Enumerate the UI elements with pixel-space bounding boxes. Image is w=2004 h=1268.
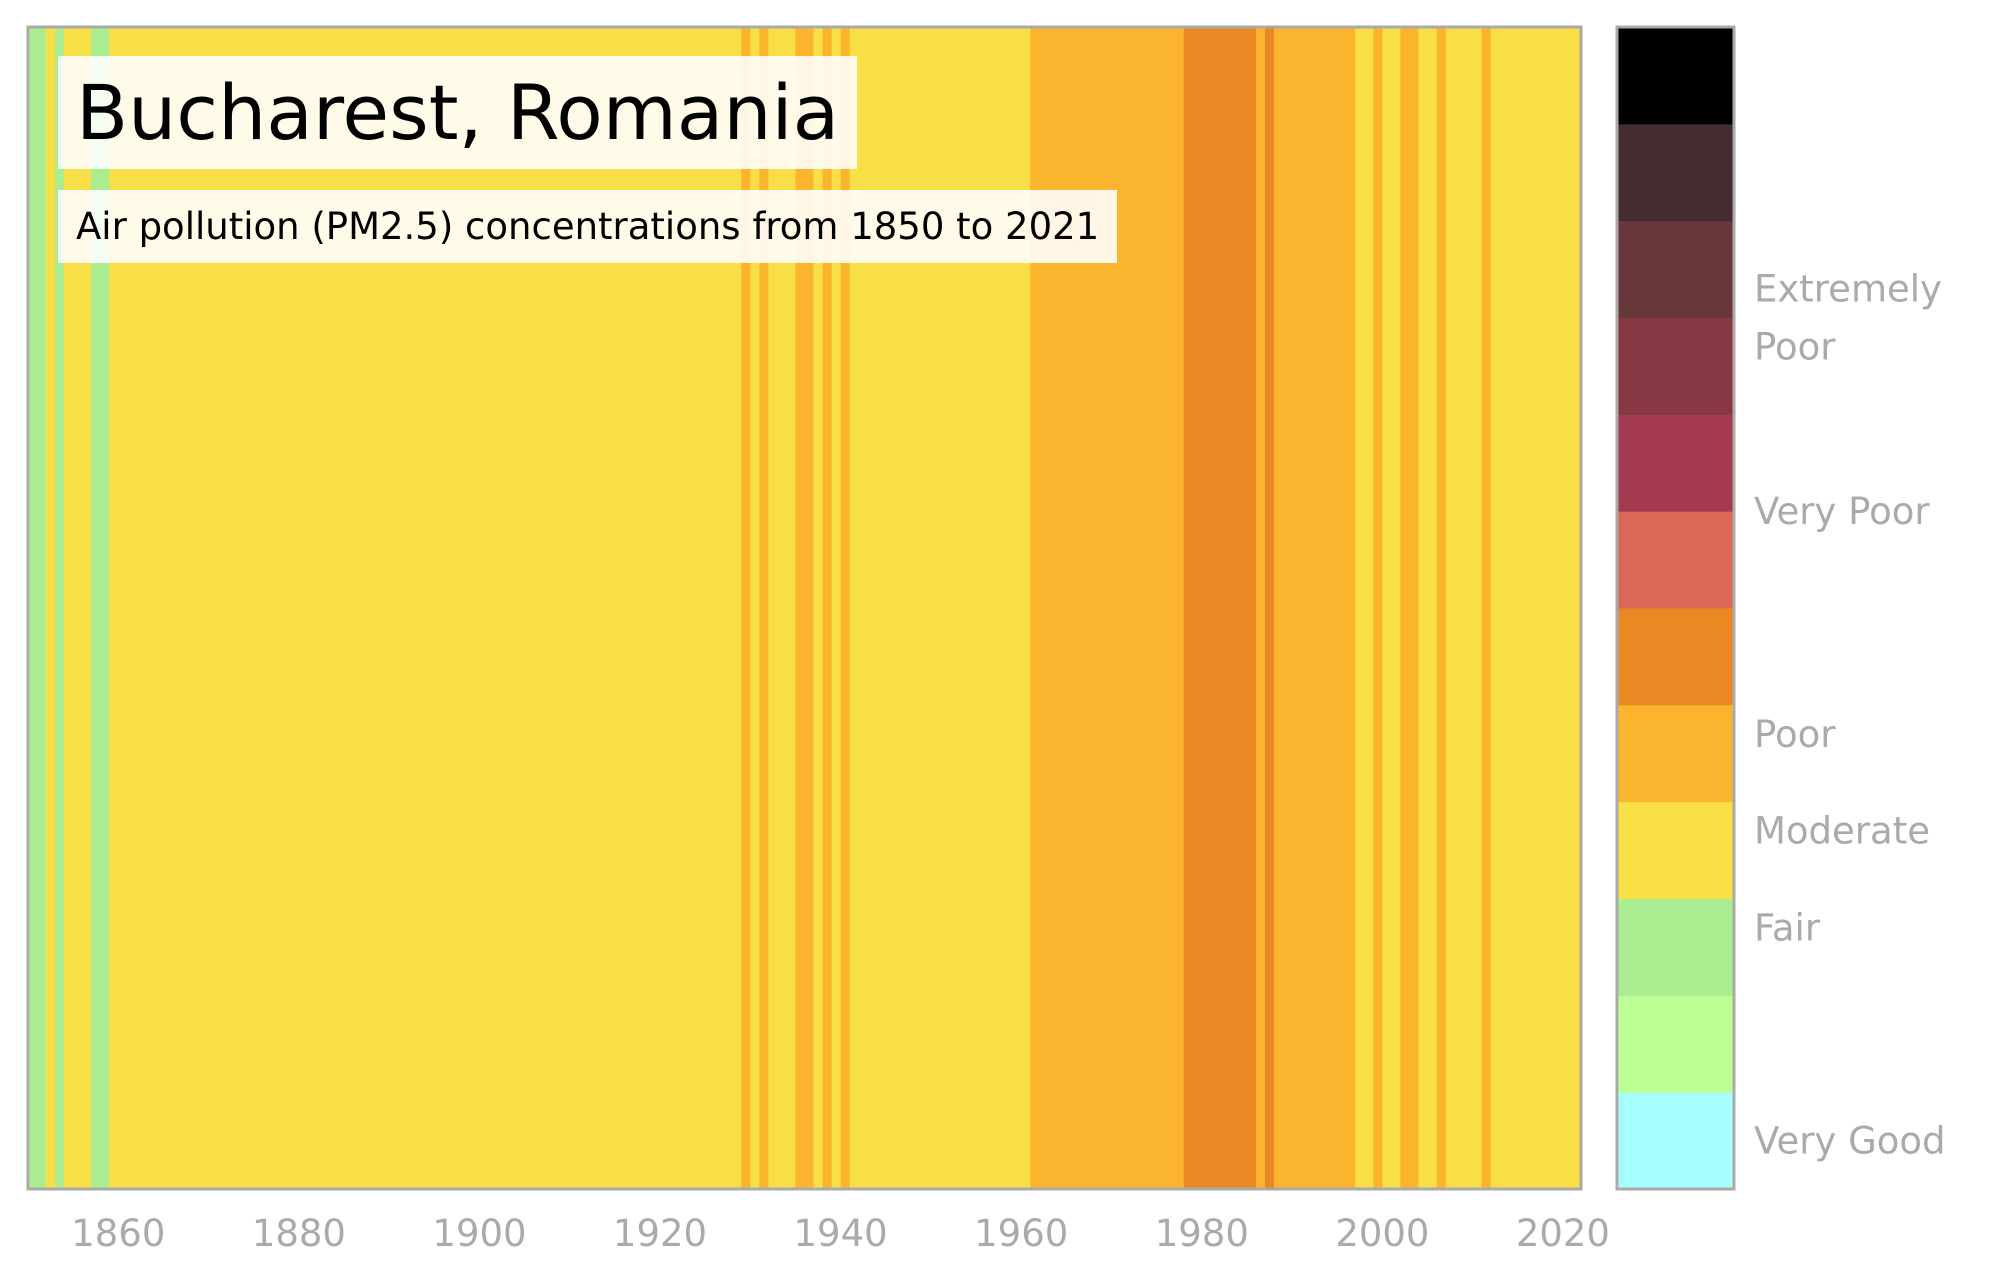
x-tick-label: 2020 [1516,1212,1610,1255]
stripe-1987 [1264,27,1275,1189]
stripe-1988 [1274,27,1356,1189]
stripe-1930 [750,27,760,1189]
stripe-1929 [741,27,751,1189]
colorbar-swatch [1617,414,1734,512]
stripe-2000 [1382,27,1402,1189]
x-tick-label: 1920 [613,1212,707,1255]
colorbar-swatch [1617,1092,1734,1190]
colorbar-label: Poor [1754,713,1836,756]
colorbar-swatch [1617,511,1734,609]
stripe-2012 [1490,27,1582,1189]
colorbar-swatch [1617,801,1734,899]
colorbar-swatch [1617,608,1734,706]
colorbar-swatch [1617,995,1734,1093]
stripe-2006 [1436,27,1447,1189]
x-tick-label: 1880 [252,1212,346,1255]
colorbar-label: Very Good [1754,1120,1946,1163]
colorbar-frame [1615,25,1736,1191]
stripe-2011 [1481,27,1492,1189]
colorbar-label: Fair [1754,907,1821,950]
stripes-plot [28,27,1582,1189]
stripe-1986 [1255,27,1266,1189]
colorbar-swatch [1617,704,1734,803]
x-axis: 1860 1880 1900 1920 1940 1960 1980 2000 2020 [71,1212,1610,1255]
colorbar-swatch [1617,123,1734,222]
colorbar-swatch [1617,898,1734,996]
colorbar-swatch [1617,220,1734,318]
colorbar-label: Extremely Poor [1754,268,1942,369]
x-tick-label: 1900 [432,1212,526,1255]
stripe-2002 [1400,27,1420,1189]
stripe-1937 [813,27,824,1189]
stripe-1931 [759,27,769,1189]
colorbar-label: Very Poor [1754,490,1930,533]
x-tick-label: 1860 [71,1212,165,1255]
stripe-1939 [831,27,842,1189]
stripe-1999 [1373,27,1383,1189]
x-tick-label: 2000 [1335,1212,1429,1255]
colorbar-label: Moderate [1754,810,1930,853]
stripe-2007 [1445,27,1483,1189]
colorbar-swatch [1617,27,1734,125]
colorbar-labels: Very Good Fair Moderate Poor Very Poor Extrem… [1754,268,1946,1163]
stripe-1852 [46,27,56,1189]
stripe-1978 [1183,27,1257,1189]
stripe-2004 [1418,27,1438,1189]
x-tick-label: 1960 [974,1212,1068,1255]
stripe-1853 [55,27,65,1189]
stripe-1940 [840,27,851,1189]
stripe-1857 [91,27,110,1189]
chart-subtitle: Air pollution (PM2.5) concentrations fro… [58,190,1118,263]
stripe-1935 [795,27,815,1189]
stripe-1997 [1355,27,1374,1189]
chart-title: Bucharest, Romania [58,56,858,169]
x-tick-label: 1980 [1155,1212,1249,1255]
colorbar [1617,27,1734,1190]
colorbar-swatch [1617,317,1734,415]
plot-frame [26,25,1583,1191]
stripe-1938 [822,27,833,1189]
x-tick-label: 1940 [794,1212,888,1255]
stripe-1850 [28,27,47,1189]
